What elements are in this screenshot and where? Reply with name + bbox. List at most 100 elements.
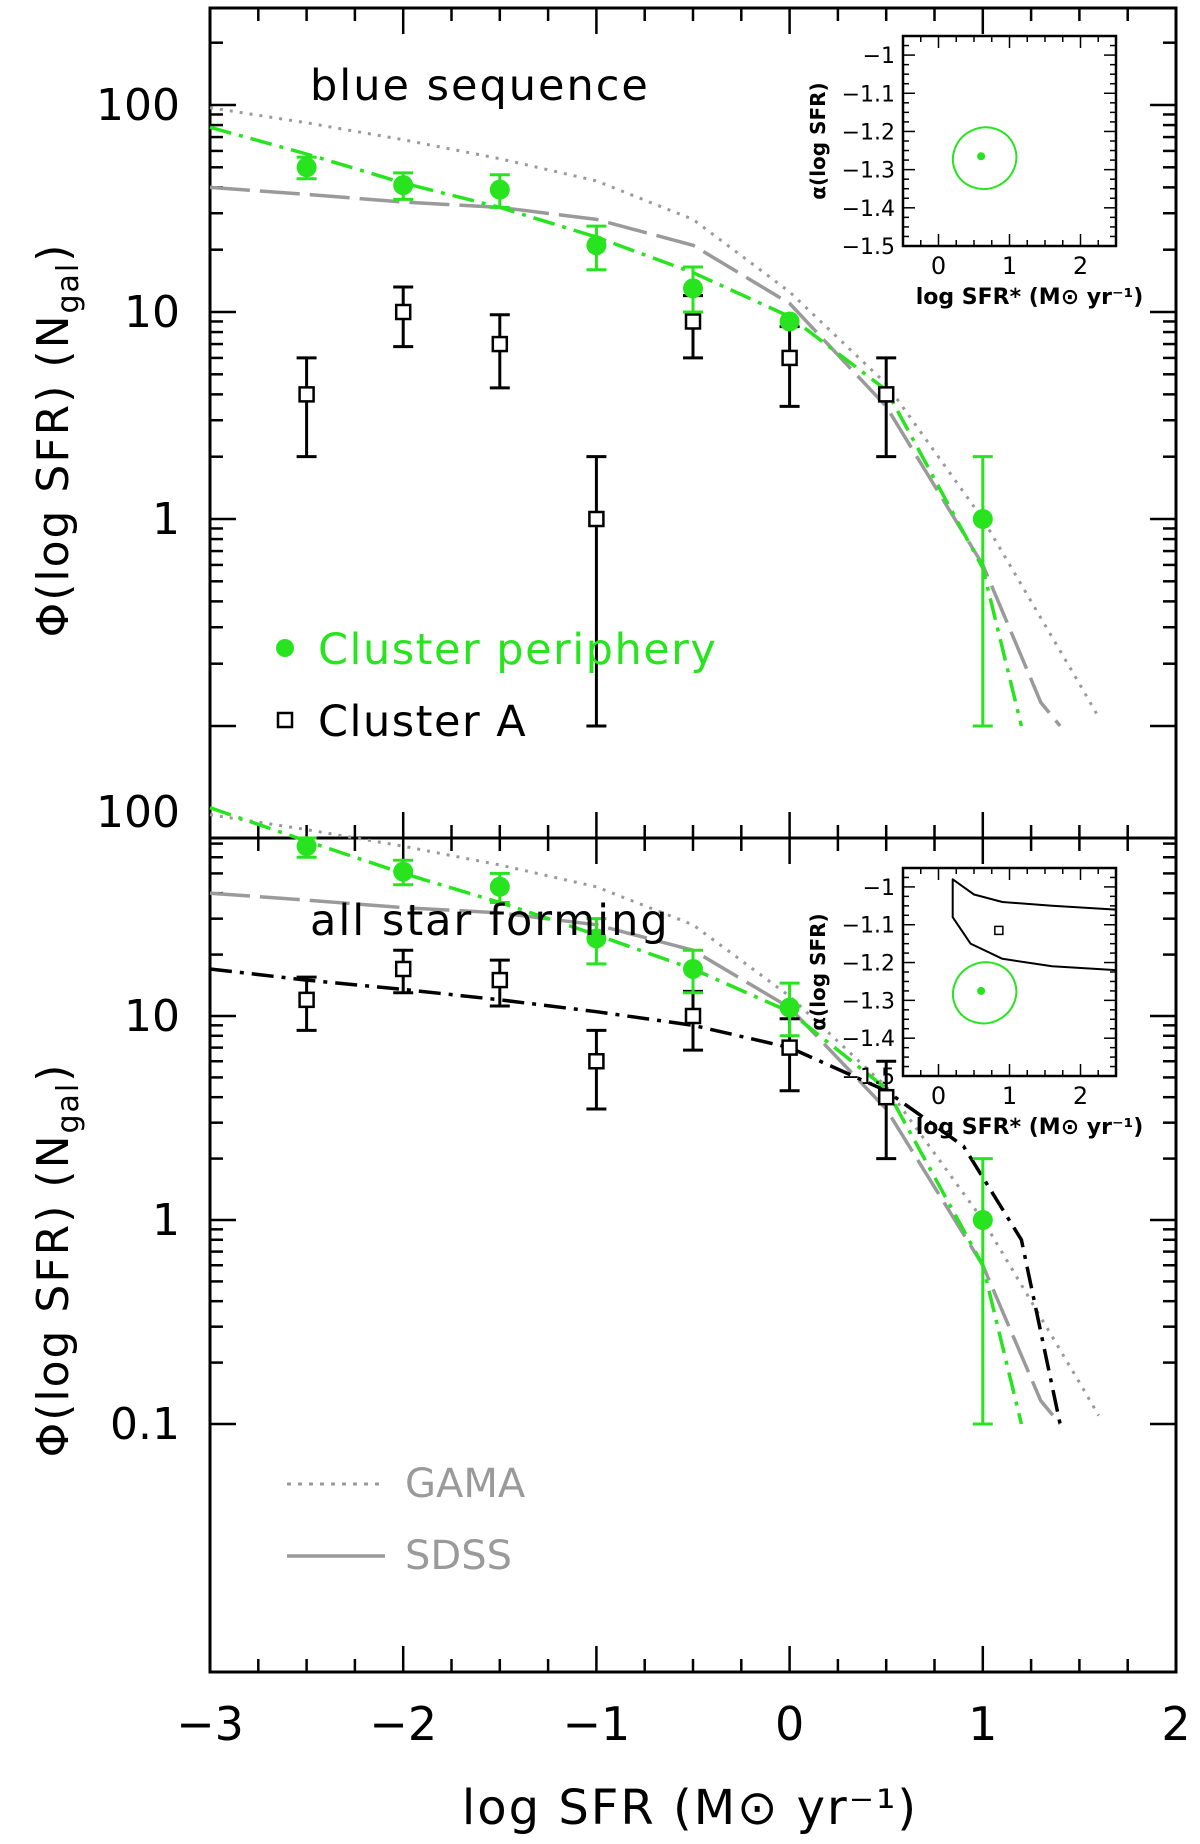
y-tick-label: 100 xyxy=(96,80,180,131)
axis-ticks xyxy=(208,8,1178,1672)
clustera-point xyxy=(588,510,605,528)
inset-periphery-best xyxy=(977,152,986,161)
periphery-point xyxy=(296,836,317,857)
clustera-point xyxy=(588,1053,605,1070)
y-tick-label: 1 xyxy=(152,1195,180,1246)
inset-contours xyxy=(951,126,1018,190)
periphery-point xyxy=(296,157,317,178)
inset-y-tick-label: −1.1 xyxy=(842,82,895,107)
y-axis-label-bottom-main: Φ(log SFR) (N xyxy=(28,1134,79,1458)
y-axis-label-bottom: Φ(log SFR) (Ngal) xyxy=(28,1063,86,1458)
top-panel-title: blue sequence xyxy=(310,61,650,111)
inset-top: 0 1 2 −1 −1.1 −1.2 −1.3 −1.4 −1.5 log SFR* (M⊙ yr… xyxy=(806,34,1144,310)
inset-clustera-best xyxy=(994,925,1004,936)
periphery-point xyxy=(489,179,510,200)
inset-bottom: 0 1 2 −1 −1.1 −1.2 −1.3 −1.4 −1.5 log SFR* (M⊙ yr… xyxy=(806,866,1144,1140)
y-axis-label-top-close: ) xyxy=(28,243,79,262)
y-tick-label: 100 xyxy=(96,787,180,838)
x-tick-label: 2 xyxy=(1161,1697,1190,1751)
inset-y-tick-label: −1.1 xyxy=(842,914,895,939)
x-tick-label: −2 xyxy=(369,1697,437,1751)
inset-x-label: log SFR* (M⊙ yr⁻¹) xyxy=(916,285,1144,310)
periphery-fit-curve xyxy=(209,125,1024,727)
y-tick-label: 10 xyxy=(124,287,180,338)
periphery-point xyxy=(489,876,510,897)
clustera-point xyxy=(781,1039,798,1056)
legend-sdss-label: SDSS xyxy=(405,1533,512,1579)
inset-clustera-contour xyxy=(951,878,1116,972)
clustera-point xyxy=(491,971,509,989)
clustera-point xyxy=(298,991,315,1009)
clustera-point xyxy=(877,386,895,403)
gama-curve xyxy=(209,106,1101,719)
clustera-point xyxy=(684,1007,702,1025)
y-axis-label-top-main: Φ(log SFR) (N xyxy=(28,314,79,638)
periphery-point xyxy=(972,1210,993,1230)
y-tick-label: 10 xyxy=(124,991,180,1042)
clustera-point xyxy=(298,386,315,403)
x-tick-labels: −3 −2 −1 0 1 2 xyxy=(176,1697,1191,1751)
inset-x-tick-label: 0 xyxy=(931,1082,946,1110)
y-tick-label: 1 xyxy=(152,494,180,545)
clustera-point xyxy=(877,1088,895,1106)
inset-x-tick-label: 2 xyxy=(1073,1082,1088,1110)
periphery-point xyxy=(393,175,414,196)
clustera-point xyxy=(491,335,509,353)
y-axis-label-top: Φ(log SFR) (Ngal) xyxy=(28,243,86,638)
inset-y-label: α(log SFR) xyxy=(806,913,830,1030)
sdss-curve xyxy=(209,185,1062,728)
clustera-point xyxy=(781,349,798,367)
periphery-point xyxy=(683,958,703,979)
inset-periphery-contour xyxy=(951,126,1018,190)
inset-x-tick-label: 2 xyxy=(1073,252,1088,280)
periphery-point xyxy=(779,311,800,332)
legend-gama-label: GAMA xyxy=(405,1461,526,1507)
inset-periphery-contour xyxy=(951,961,1018,1025)
inset-x-label: log SFR* (M⊙ yr⁻¹) xyxy=(916,1115,1144,1140)
periphery-point xyxy=(972,509,993,529)
inset-y-tick-label: −1.3 xyxy=(842,159,895,184)
inset-y-tick-label: −1.2 xyxy=(842,952,895,977)
inset-contours xyxy=(951,878,1116,1025)
inset-y-tick-label: −1.5 xyxy=(842,1065,895,1090)
inset-y-tick-label: −1.3 xyxy=(842,989,895,1014)
y-tick-label: 0.1 xyxy=(110,1399,180,1450)
inset-x-tick-label: 1 xyxy=(1002,252,1017,280)
x-tick-label: −3 xyxy=(176,1697,244,1751)
insets: 0 1 2 −1 −1.1 −1.2 −1.3 −1.4 −1.5 log SFR* (M⊙ yr… xyxy=(806,34,1144,1140)
periphery-point xyxy=(393,861,414,882)
y-axis-label-bottom-sub: gal xyxy=(51,1082,86,1134)
y-axis-label-bottom-close: ) xyxy=(28,1063,79,1082)
inset-y-tick-label: −1.2 xyxy=(842,120,895,145)
inset-y-tick-label: −1 xyxy=(863,876,895,901)
inset-y-tick-label: −1 xyxy=(863,44,895,69)
inset-y-tick-label: −1.4 xyxy=(842,197,895,222)
bottom-panel-title: all star forming xyxy=(310,896,670,946)
clustera-point xyxy=(394,303,412,321)
x-tick-label: 1 xyxy=(968,1697,997,1751)
svg-text:Φ(log SFR) (Ngal): Φ(log SFR) (Ngal) xyxy=(28,243,86,638)
legend-clustera-label: Cluster A xyxy=(318,697,527,747)
periphery-point xyxy=(779,997,800,1018)
inset-y-tick-label: −1.5 xyxy=(842,235,895,260)
periphery-point xyxy=(683,278,703,299)
inset-periphery-best xyxy=(977,986,986,995)
periphery-point xyxy=(586,235,607,256)
y-axis-label-top-sub: gal xyxy=(51,262,86,314)
y-tick-labels: 1 10 100 0.1 1 10 100 xyxy=(96,80,180,1450)
legend-clustera-marker xyxy=(276,711,294,729)
x-tick-label: 0 xyxy=(775,1697,804,1751)
inset-y-tick-label: −1.4 xyxy=(842,1027,895,1052)
data-points xyxy=(296,155,993,1426)
periphery-point xyxy=(586,928,607,949)
inset-frame xyxy=(901,34,1118,248)
svg-text:Φ(log SFR) (Ngal): Φ(log SFR) (Ngal) xyxy=(28,1063,86,1458)
x-tick-label: −1 xyxy=(562,1697,630,1751)
clustera-point xyxy=(394,960,412,978)
legend-periphery-marker xyxy=(276,639,294,657)
inset-y-label: α(log SFR) xyxy=(806,82,830,199)
x-axis-label: log SFR (M⊙ yr⁻¹) xyxy=(462,1780,918,1836)
legend-periphery-label: Cluster periphery xyxy=(318,625,717,675)
inset-x-tick-label: 0 xyxy=(931,252,946,280)
